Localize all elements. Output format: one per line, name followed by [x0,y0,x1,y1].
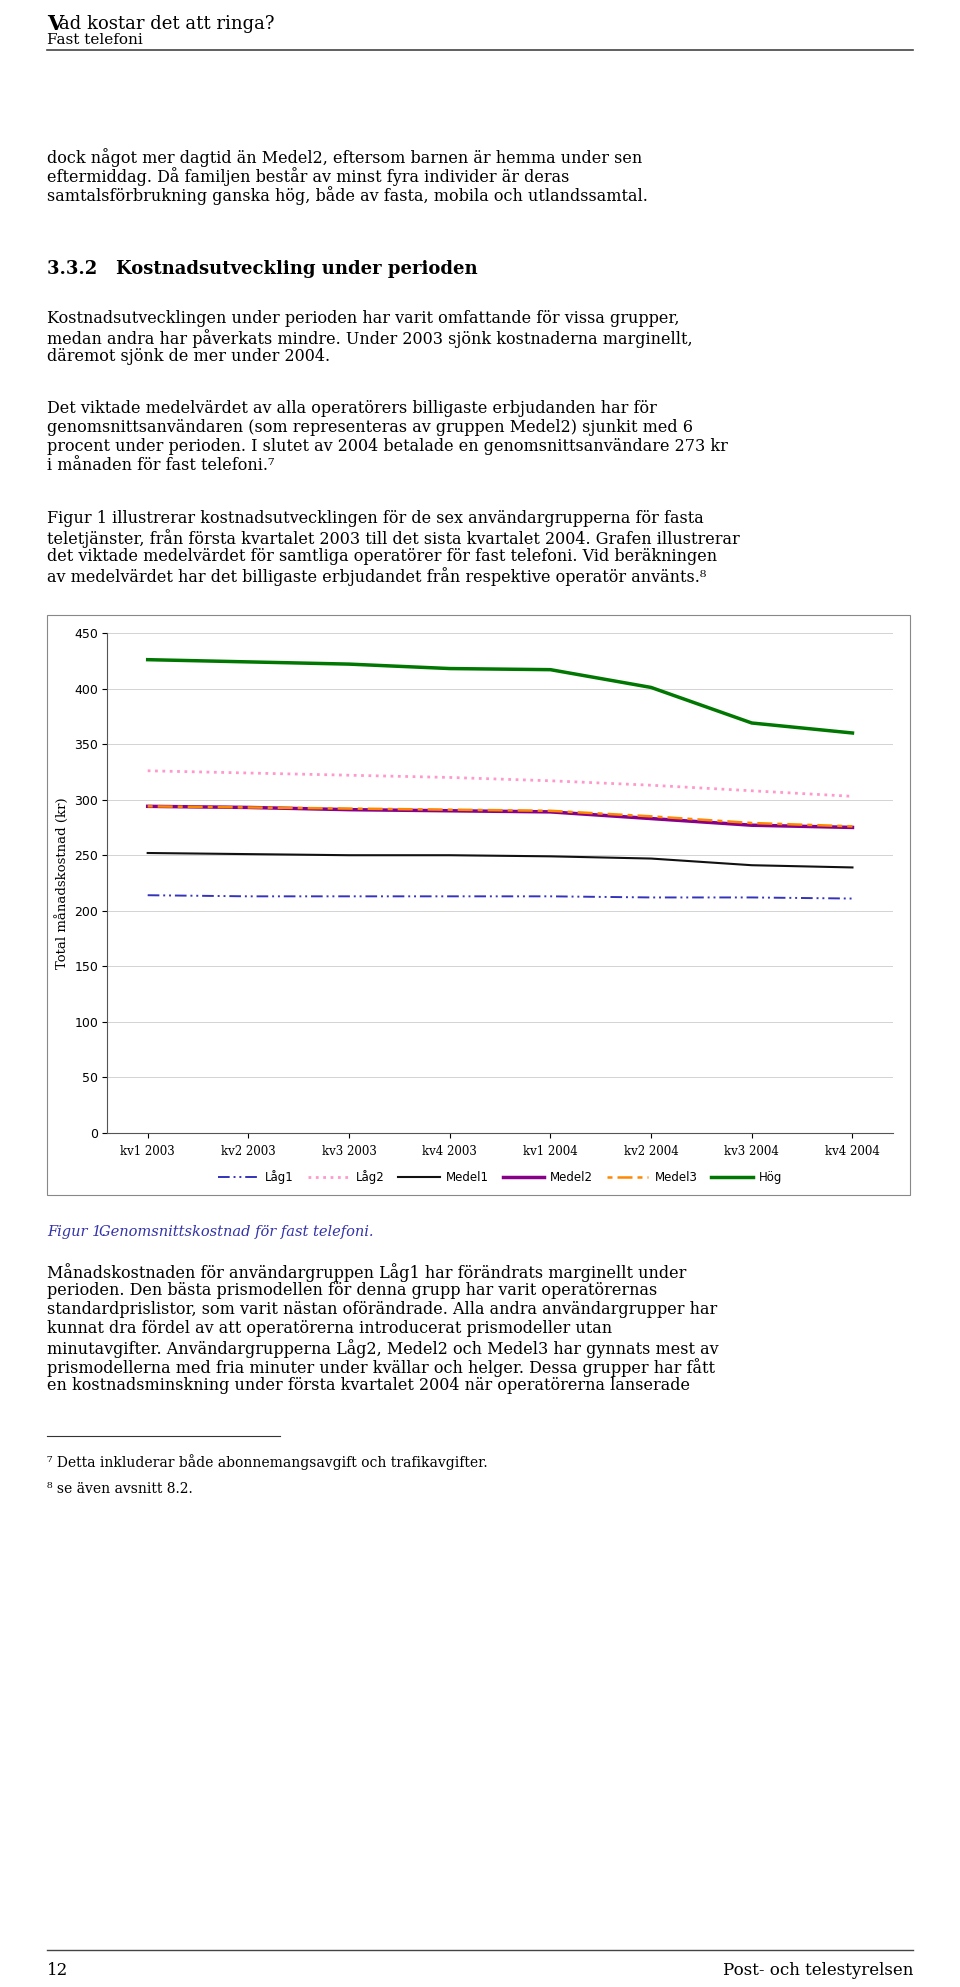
Text: Genomsnittskostnad för fast telefoni.: Genomsnittskostnad för fast telefoni. [99,1226,373,1240]
Text: Månadskostnaden för användargruppen Låg1 har förändrats marginellt under: Månadskostnaden för användargruppen Låg1… [47,1264,686,1282]
Medel3 [142,795,154,819]
Medel2 [544,801,556,825]
Hög [847,721,858,745]
Låg2 [344,763,355,787]
Text: Figur 1 illustrerar kostnadsutvecklingen för de sex användargrupperna för fasta: Figur 1 illustrerar kostnadsutvecklingen… [47,511,704,527]
Medel1 [645,846,657,870]
Låg2 [847,785,858,809]
Text: i månaden för fast telefoni.⁷: i månaden för fast telefoni.⁷ [47,457,275,475]
Medel2 [645,807,657,831]
Låg1 [243,884,254,908]
Line: Medel3: Medel3 [148,807,852,827]
Text: Fast telefoni: Fast telefoni [47,34,143,48]
Låg2 [444,765,455,789]
Text: ⁸ se även avsnitt 8.2.: ⁸ se även avsnitt 8.2. [47,1482,193,1496]
Text: ad kostar det att ringa?: ad kostar det att ringa? [59,16,275,34]
Medel3 [344,797,355,821]
Line: Hög: Hög [148,660,852,733]
Line: Låg1: Låg1 [148,896,852,898]
Låg1 [847,886,858,910]
Låg1 [746,886,757,910]
Låg2 [243,761,254,785]
Medel2 [243,795,254,819]
Medel2 [847,815,858,839]
Text: en kostnadsminskning under första kvartalet 2004 när operatörerna lanserade: en kostnadsminskning under första kvarta… [47,1377,690,1395]
Hög [142,648,154,672]
Hög [544,658,556,682]
Text: 3.3.2   Kostnadsutveckling under perioden: 3.3.2 Kostnadsutveckling under perioden [47,260,478,278]
Line: Låg2: Låg2 [148,771,852,797]
Medel1 [746,852,757,876]
Medel3 [847,815,858,839]
Medel3 [444,797,455,821]
Hög [746,711,757,735]
Text: av medelvärdet har det billigaste erbjudandet från respektive operatör använts.⁸: av medelvärdet har det billigaste erbjud… [47,566,707,586]
Hög [344,652,355,676]
Text: kunnat dra fördel av att operatörerna introducerat prismodeller utan: kunnat dra fördel av att operatörerna in… [47,1319,612,1337]
Text: eftermiddag. Då familjen består av minst fyra individer är deras: eftermiddag. Då familjen består av minst… [47,167,569,187]
Medel2 [344,797,355,821]
Text: däremot sjönk de mer under 2004.: däremot sjönk de mer under 2004. [47,348,330,366]
Låg2 [544,769,556,793]
Låg1 [544,884,556,908]
Medel1 [243,842,254,866]
Text: Figur 1.: Figur 1. [47,1226,110,1240]
Text: det viktade medelvärdet för samtliga operatörer för fast telefoni. Vid beräkning: det viktade medelvärdet för samtliga ope… [47,548,717,564]
Medel1 [847,856,858,880]
Text: medan andra har påverkats mindre. Under 2003 sjönk kostnaderna marginellt,: medan andra har påverkats mindre. Under … [47,330,692,348]
Y-axis label: Total månadskostnad (kr): Total månadskostnad (kr) [55,797,69,970]
Medel3 [544,799,556,823]
Text: ⁷ Detta inkluderar både abonnemangsavgift och trafikavgifter.: ⁷ Detta inkluderar både abonnemangsavgif… [47,1454,488,1470]
Medel1 [142,841,154,864]
Medel2 [142,795,154,819]
Låg2 [645,773,657,797]
Text: samtalsförbrukning ganska hög, både av fasta, mobila och utlandssamtal.: samtalsförbrukning ganska hög, både av f… [47,187,648,205]
Text: Kostnadsutvecklingen under perioden har varit omfattande för vissa grupper,: Kostnadsutvecklingen under perioden har … [47,310,680,328]
Text: procent under perioden. I slutet av 2004 betalade en genomsnittsanvändare 273 kr: procent under perioden. I slutet av 2004… [47,437,728,455]
Medel3 [243,795,254,819]
Låg1 [444,884,455,908]
Låg1 [142,884,154,908]
Låg2 [142,759,154,783]
Medel1 [444,842,455,866]
Medel3 [746,811,757,835]
Text: minutavgifter. Användargrupperna Låg2, Medel2 och Medel3 har gynnats mest av: minutavgifter. Användargrupperna Låg2, M… [47,1339,719,1357]
Text: teletjänster, från första kvartalet 2003 till det sista kvartalet 2004. Grafen i: teletjänster, från första kvartalet 2003… [47,529,740,548]
Text: dock något mer dagtid än Medel2, eftersom barnen är hemma under sen: dock något mer dagtid än Medel2, efterso… [47,147,642,167]
Låg1 [344,884,355,908]
Medel3 [645,805,657,829]
Text: genomsnittsanvändaren (som representeras av gruppen Medel2) sjunkit med 6: genomsnittsanvändaren (som representeras… [47,419,693,435]
Text: standardprislistor, som varit nästan oförändrade. Alla andra användargrupper har: standardprislistor, som varit nästan ofö… [47,1301,717,1317]
Legend: Låg1, Låg2, Medel1, Medel2, Medel3, Hög: Låg1, Låg2, Medel1, Medel2, Medel3, Hög [213,1166,787,1188]
Medel2 [444,799,455,823]
Text: V: V [47,14,63,34]
Låg1 [645,886,657,910]
Line: Medel2: Medel2 [148,807,852,827]
Hög [645,676,657,699]
Line: Medel1: Medel1 [148,852,852,868]
Medel1 [344,842,355,866]
Text: Post- och telestyrelsen: Post- och telestyrelsen [723,1961,913,1979]
Text: 12: 12 [47,1961,68,1979]
Hög [444,656,455,680]
Låg2 [746,779,757,803]
Text: perioden. Den bästa prismodellen för denna grupp har varit operatörernas: perioden. Den bästa prismodellen för den… [47,1282,658,1299]
Medel1 [544,844,556,868]
Text: prismodellerna med fria minuter under kvällar och helger. Dessa grupper har fått: prismodellerna med fria minuter under kv… [47,1357,715,1377]
Text: Det viktade medelvärdet av alla operatörers billigaste erbjudanden har för: Det viktade medelvärdet av alla operatör… [47,399,657,417]
Medel2 [746,813,757,837]
Hög [243,650,254,674]
